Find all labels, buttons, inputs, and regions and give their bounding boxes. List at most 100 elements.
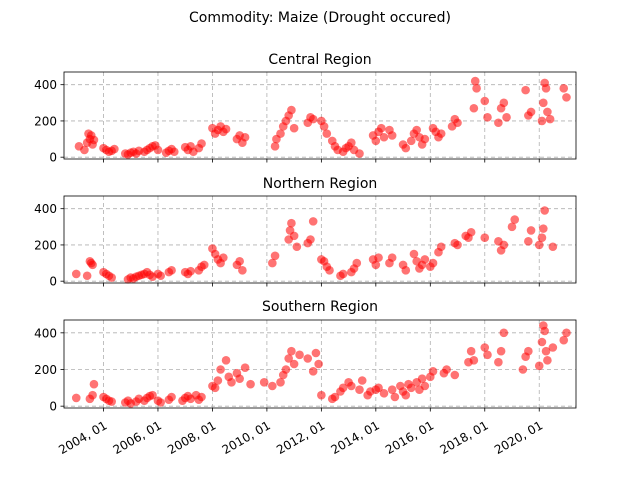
northern-region-data-point — [466, 227, 476, 237]
southern-region-ytick-label: 200 — [34, 363, 57, 377]
southern-region-frame — [63, 319, 577, 409]
northern-region-data-point — [453, 240, 462, 250]
central-region-data-point — [287, 105, 296, 115]
northern-region-data-point — [156, 271, 165, 281]
southern-region-data-point — [276, 378, 285, 387]
southern-region-data-point — [289, 359, 299, 369]
southern-region-data-point — [347, 381, 356, 391]
central-region-ytick-label: 200 — [34, 114, 57, 128]
northern-region-data-point — [235, 256, 244, 266]
southern-region-data-point — [89, 379, 99, 389]
northern-region-data-point — [186, 266, 195, 276]
southern-region-data-point — [295, 350, 304, 360]
northern-region-data-point — [338, 269, 348, 279]
central-region-data-point — [469, 103, 479, 113]
central-region-data-point — [499, 98, 509, 108]
northern-region-data-point — [387, 253, 397, 262]
central-region-data-point — [197, 139, 206, 148]
northern-region-data-point — [374, 253, 383, 262]
southern-region-data-point — [559, 335, 569, 345]
central-region-data-point — [387, 131, 397, 140]
southern-region-data-point — [524, 346, 533, 356]
central-region-data-point — [322, 129, 332, 138]
central-region-panel: Central Region 0 200 400 — [34, 52, 577, 165]
southern-region-data-point — [216, 365, 225, 374]
northern-region-data-point — [539, 224, 548, 233]
northern-region-data-point — [436, 242, 446, 252]
southern-region-data-point — [71, 393, 81, 403]
central-region-data-point — [221, 124, 231, 134]
central-region-title: Central Region — [268, 52, 371, 68]
southern-region-data-point — [167, 392, 176, 402]
southern-region-data-point — [537, 337, 547, 347]
central-region-data-point — [412, 125, 421, 135]
northern-region-data-point — [524, 237, 533, 246]
northern-region-data-point — [308, 217, 318, 226]
southern-region-data-point — [281, 365, 291, 374]
northern-region-frame — [63, 195, 577, 284]
northern-region-data-point — [401, 266, 411, 275]
northern-region-data-point — [420, 255, 430, 264]
central-region-data-point — [89, 135, 99, 145]
central-region-data-point — [319, 122, 329, 131]
central-region-data-point — [472, 84, 481, 93]
central-region-data-point — [521, 85, 530, 95]
southern-region-data-point — [317, 390, 326, 400]
northern-region-data-point — [71, 269, 81, 279]
southern-region-data-point — [499, 328, 509, 338]
northern-region-data-point — [428, 258, 438, 268]
southern-region-data-point — [450, 370, 460, 380]
northern-region-data-point — [270, 251, 280, 261]
central-region-ytick-label: 0 — [49, 151, 57, 165]
southern-region-data-point — [442, 365, 451, 374]
southern-region-data-point — [534, 361, 544, 371]
southern-region-data-point — [518, 365, 528, 374]
southern-region-data-point — [496, 346, 506, 356]
southern-region-data-point — [268, 381, 277, 391]
northern-region-data-point — [537, 233, 547, 242]
southern-region-data-point — [156, 398, 165, 407]
northern-region-data-point — [268, 258, 277, 268]
central-region-data-point — [545, 114, 555, 124]
central-region-data-point — [406, 136, 416, 146]
southern-region-data-point — [287, 346, 296, 356]
northern-region-data-point — [287, 218, 296, 228]
southern-region-data-point — [303, 354, 313, 363]
southern-region-data-point — [379, 389, 389, 398]
central-region-data-point — [537, 116, 547, 126]
southern-region-data-point — [357, 376, 367, 385]
northern-region-data-point — [88, 260, 97, 270]
southern-region-data-point — [330, 392, 340, 402]
northern-region-ytick-label: 400 — [34, 202, 57, 216]
central-region-data-point — [483, 113, 492, 122]
southern-region-data-point — [469, 356, 479, 365]
central-region-data-point — [289, 123, 299, 133]
northern-region-data-point — [540, 206, 549, 215]
southern-region-data-point — [314, 359, 323, 369]
northern-region-data-point — [238, 266, 247, 275]
northern-region-ytick-label: 0 — [49, 275, 57, 289]
central-region-data-point — [470, 76, 480, 86]
southern-region-data-point — [259, 378, 269, 387]
central-region-data-point — [562, 93, 571, 102]
southern-region-data-point — [480, 343, 490, 352]
northern-region-data-point — [306, 235, 315, 244]
central-region-data-point — [276, 129, 285, 138]
southern-region-data-point — [210, 383, 220, 393]
central-region-data-point — [355, 149, 364, 158]
northern-region-data-point — [409, 249, 419, 259]
central-region-data-point — [371, 136, 381, 146]
southern-region-data-point — [420, 381, 430, 391]
southern-region-data-point — [246, 379, 255, 389]
northern-region-data-point — [292, 242, 302, 252]
southern-region-data-point — [240, 363, 250, 372]
southern-region-data-point — [406, 383, 416, 393]
northern-region-data-point — [526, 226, 536, 235]
central-region-data-point — [80, 145, 89, 155]
southern-region-data-point — [374, 383, 383, 393]
central-region-data-point — [110, 144, 119, 154]
central-region-data-point — [541, 84, 551, 93]
southern-region-ytick-label: 400 — [34, 326, 57, 340]
southern-region-ytick-label: 0 — [49, 400, 57, 414]
central-region-data-point — [379, 132, 389, 142]
